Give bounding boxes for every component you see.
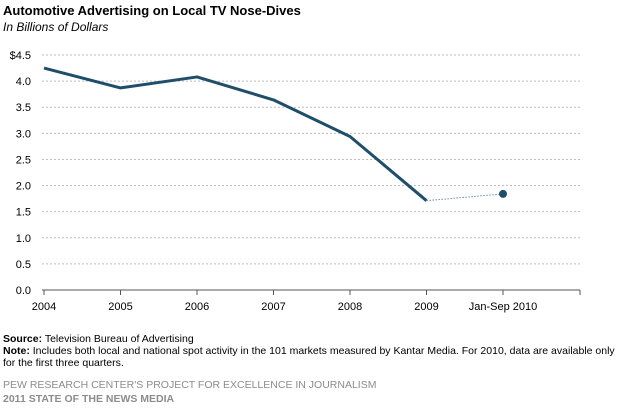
chart-title: Automotive Advertising on Local TV Nose-… bbox=[3, 3, 301, 18]
partial-year-point bbox=[499, 189, 507, 198]
source-line: Source: Television Bureau of Advertising bbox=[3, 333, 628, 345]
chart-subtitle: In Billions of Dollars bbox=[3, 20, 109, 34]
source-label: Source: bbox=[3, 333, 43, 345]
x-tick-label: Jan-Sep 2010 bbox=[469, 301, 538, 313]
x-tick-label: 2009 bbox=[414, 301, 438, 313]
chart-notes: Source: Television Bureau of Advertising… bbox=[3, 333, 628, 369]
y-tick-label: 1.0 bbox=[16, 233, 31, 245]
footer-report: 2011 STATE OF THE NEWS MEDIA bbox=[3, 393, 175, 405]
x-tick-label: 2006 bbox=[185, 301, 209, 313]
note-line: Note: Includes both local and national s… bbox=[3, 345, 628, 369]
footer-organization: PEW RESEARCH CENTER'S PROJECT FOR EXCELL… bbox=[3, 379, 377, 391]
y-tick-label: 3.0 bbox=[16, 128, 31, 140]
y-tick-label: 3.5 bbox=[16, 102, 31, 114]
y-tick-label: 1.5 bbox=[16, 207, 31, 219]
x-tick-label: 2007 bbox=[261, 301, 285, 313]
y-tick-label: 2.0 bbox=[16, 181, 31, 193]
y-tick-label: $4.5 bbox=[10, 50, 31, 62]
y-tick-label: 0.5 bbox=[16, 259, 31, 271]
series-line bbox=[43, 66, 428, 202]
source-text: Television Bureau of Advertising bbox=[42, 333, 194, 345]
y-tick-label: 2.5 bbox=[16, 154, 31, 166]
note-label: Note: bbox=[3, 345, 30, 357]
y-tick-label: 4.0 bbox=[16, 76, 31, 88]
x-tick-label: 2004 bbox=[32, 301, 56, 313]
partial-year-connector bbox=[426, 193, 504, 202]
y-tick-label: 0.0 bbox=[16, 285, 31, 297]
x-tick-label: 2008 bbox=[338, 301, 362, 313]
note-text: Includes both local and national spot ac… bbox=[3, 345, 615, 369]
x-tick-label: 2005 bbox=[108, 301, 132, 313]
